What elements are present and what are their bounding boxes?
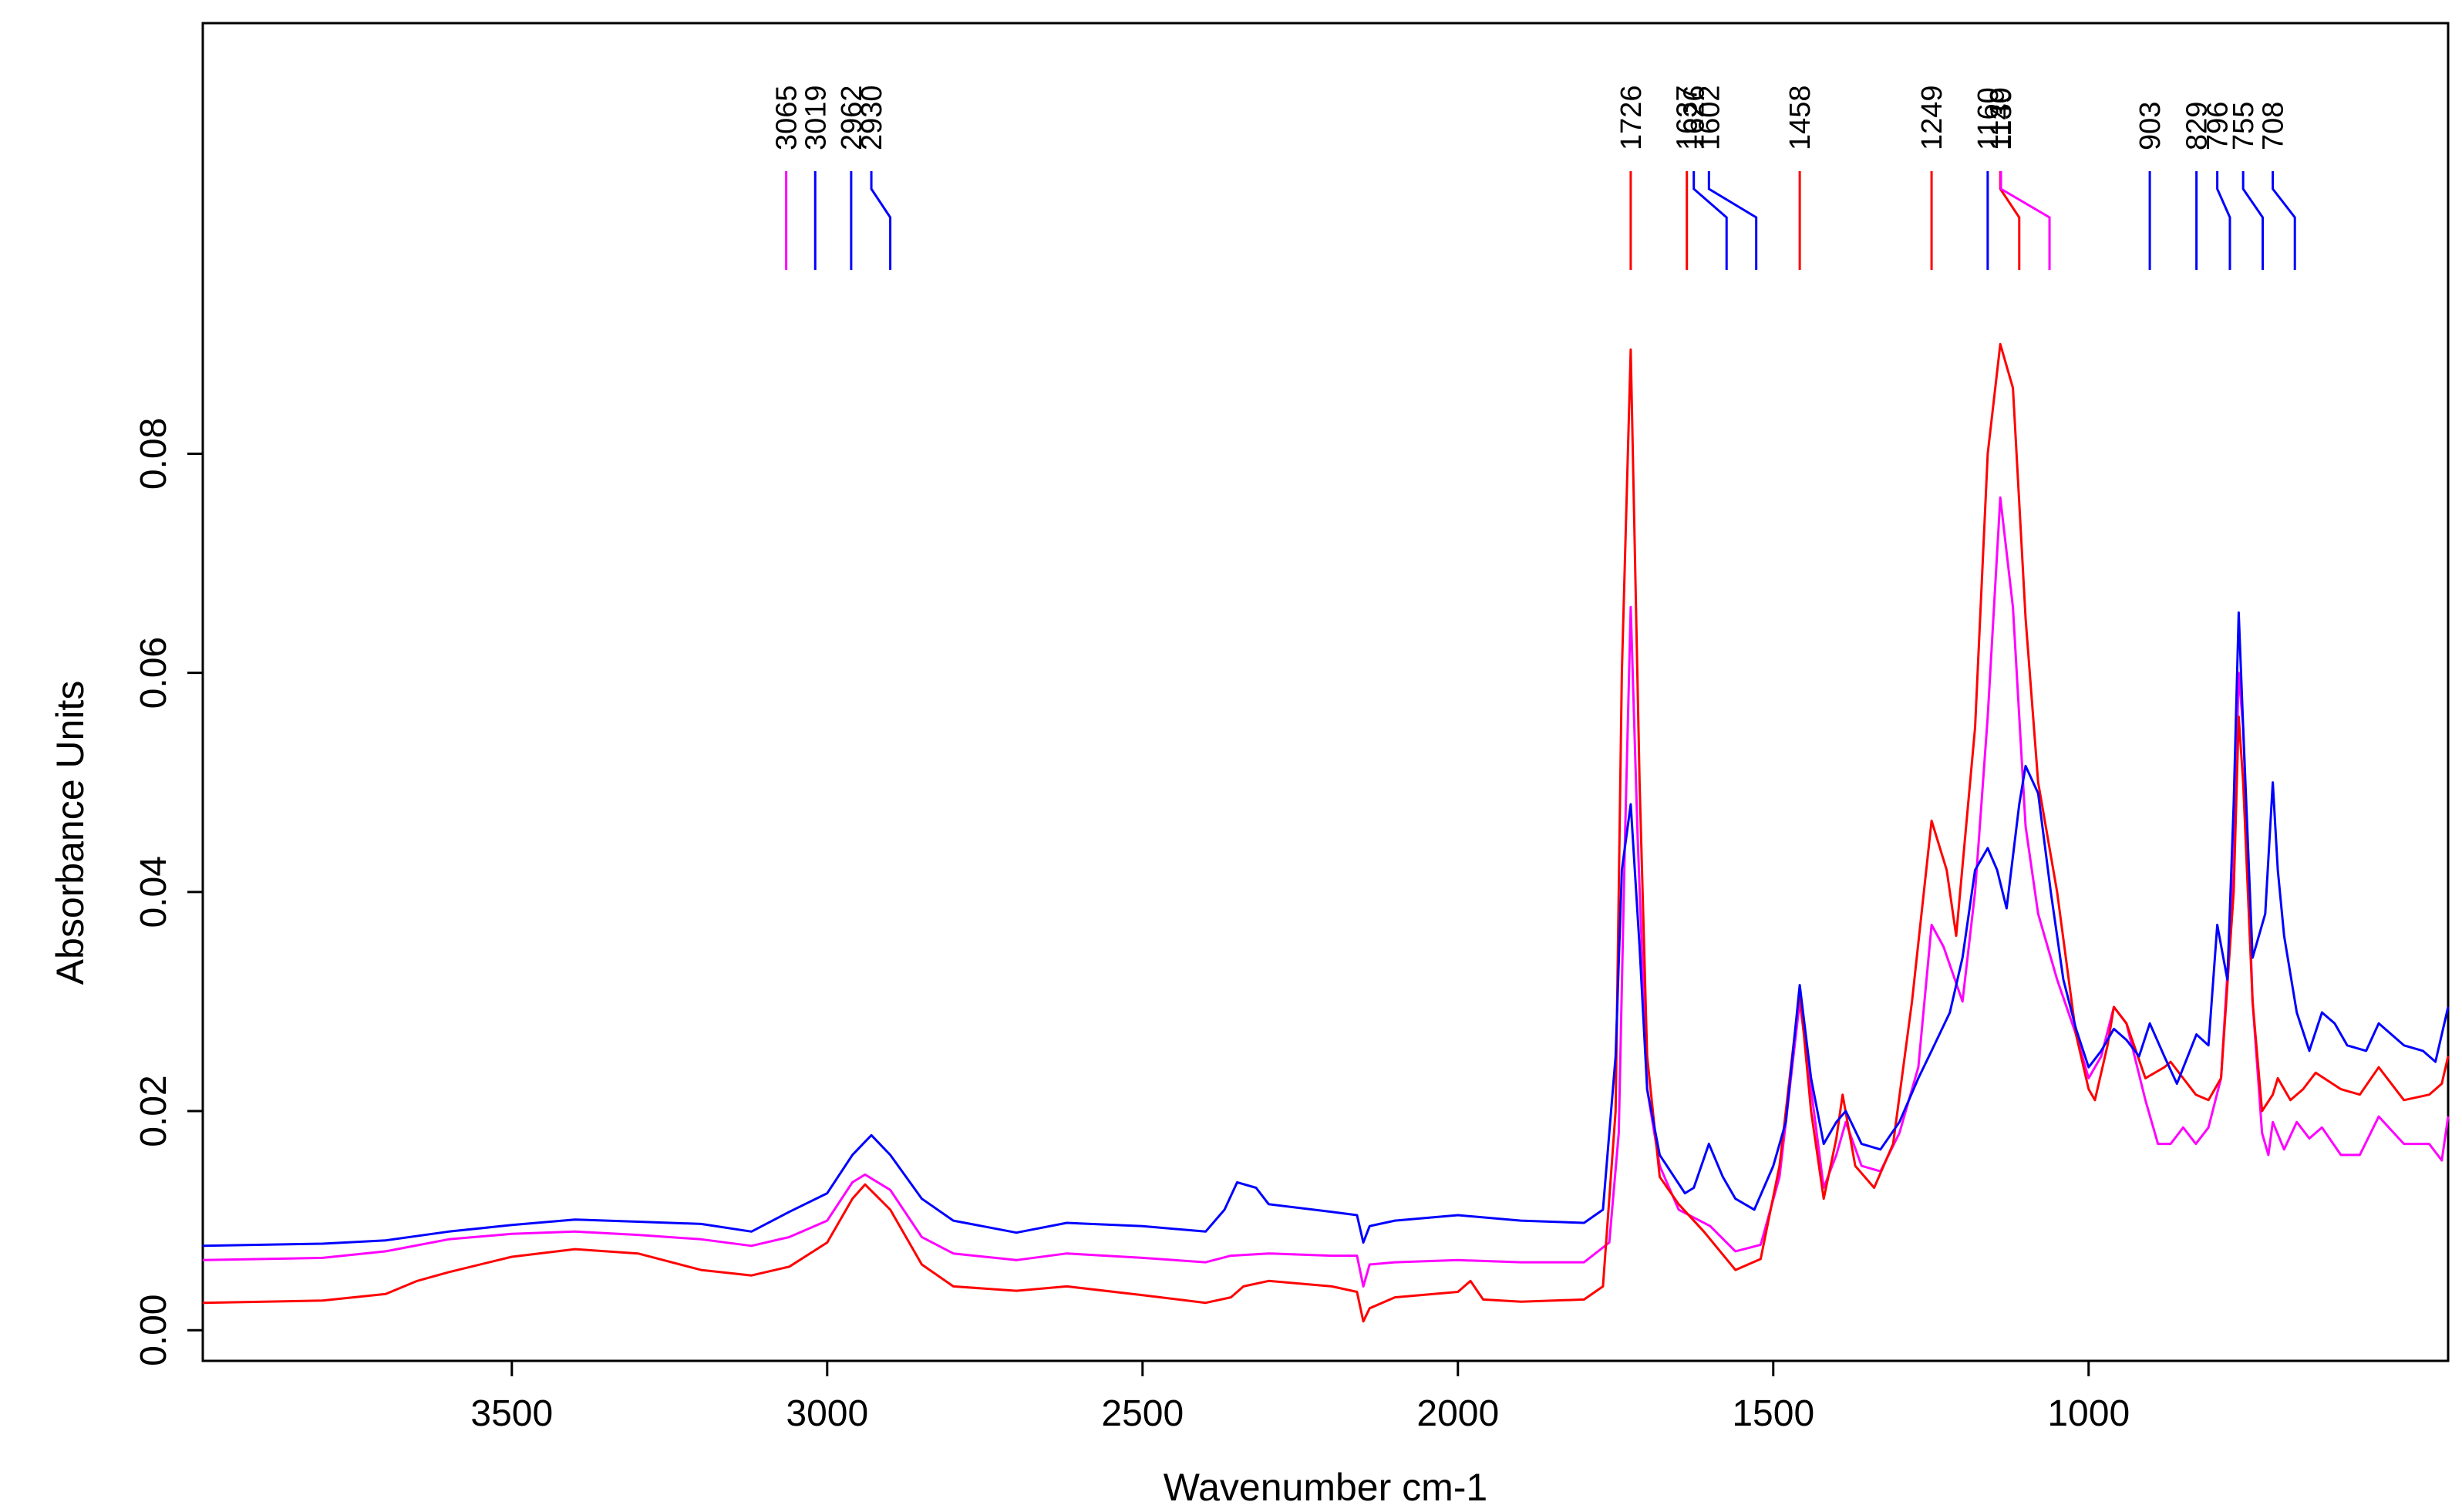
peak-label: 1160	[1972, 87, 2005, 150]
peak-label: 829	[2181, 102, 2214, 150]
peak-label: 1139	[1985, 87, 2018, 150]
peak-label: 1140	[1985, 87, 2017, 150]
peak-label: 2930	[856, 85, 888, 150]
spectrum-line-3	[202, 611, 2450, 1248]
peak-label: 2962	[836, 85, 868, 150]
x-axis-title: Wavenumber cm-1	[1164, 1466, 1487, 1509]
peak-marker-line	[2241, 171, 2265, 270]
spectrum-line-2	[202, 342, 2450, 1323]
peak-marker-line	[870, 171, 892, 270]
y-tick-label: 0.04	[133, 856, 174, 928]
y-axis-title: Absorbance Units	[49, 681, 92, 985]
x-tick-label: 3500	[470, 1393, 553, 1434]
peak-label: 903	[2134, 102, 2167, 150]
x-tick-label: 1500	[1732, 1393, 1814, 1434]
plot-frame	[201, 22, 2450, 1362]
peak-label: 708	[2258, 102, 2290, 150]
peak-label: 1626	[1679, 85, 1711, 150]
series-layer	[202, 342, 2450, 1323]
peak-marker-line	[1999, 171, 2021, 270]
y-tick-label: 0.06	[133, 637, 174, 709]
peak-marker-line	[2272, 171, 2296, 270]
x-tick-label: 1000	[2047, 1393, 2130, 1434]
x-tick-label: 2500	[1101, 1393, 1184, 1434]
peak-marker-line	[2216, 171, 2231, 270]
peak-label: 796	[2202, 102, 2235, 150]
peak-marker-line	[1692, 171, 1728, 270]
peak-label: 3019	[800, 85, 832, 150]
peak-label: 1637	[1672, 85, 1704, 150]
peak-marker-line	[1999, 171, 2051, 270]
peak-label: 1726	[1615, 85, 1648, 150]
x-tick-label: 3000	[786, 1393, 868, 1434]
x-axis: 3500 3000 2500 2000 1500 1000	[470, 1361, 2130, 1434]
peak-label: 3065	[771, 85, 803, 150]
y-tick-label: 0.00	[133, 1295, 174, 1366]
peak-label: 755	[2228, 102, 2260, 150]
y-tick-label: 0.02	[133, 1075, 174, 1147]
peak-label: 1458	[1784, 85, 1817, 150]
y-tick-label: 0.08	[133, 418, 174, 490]
peak-label: 1249	[1916, 85, 1948, 150]
y-axis: 0.00 0.02 0.04 0.06 0.08	[133, 418, 203, 1366]
x-tick-label: 2000	[1416, 1393, 1499, 1434]
peak-label: 1602	[1693, 85, 1726, 150]
spectrum-line-1	[202, 496, 2450, 1288]
peak-marker-line	[1707, 171, 1758, 270]
